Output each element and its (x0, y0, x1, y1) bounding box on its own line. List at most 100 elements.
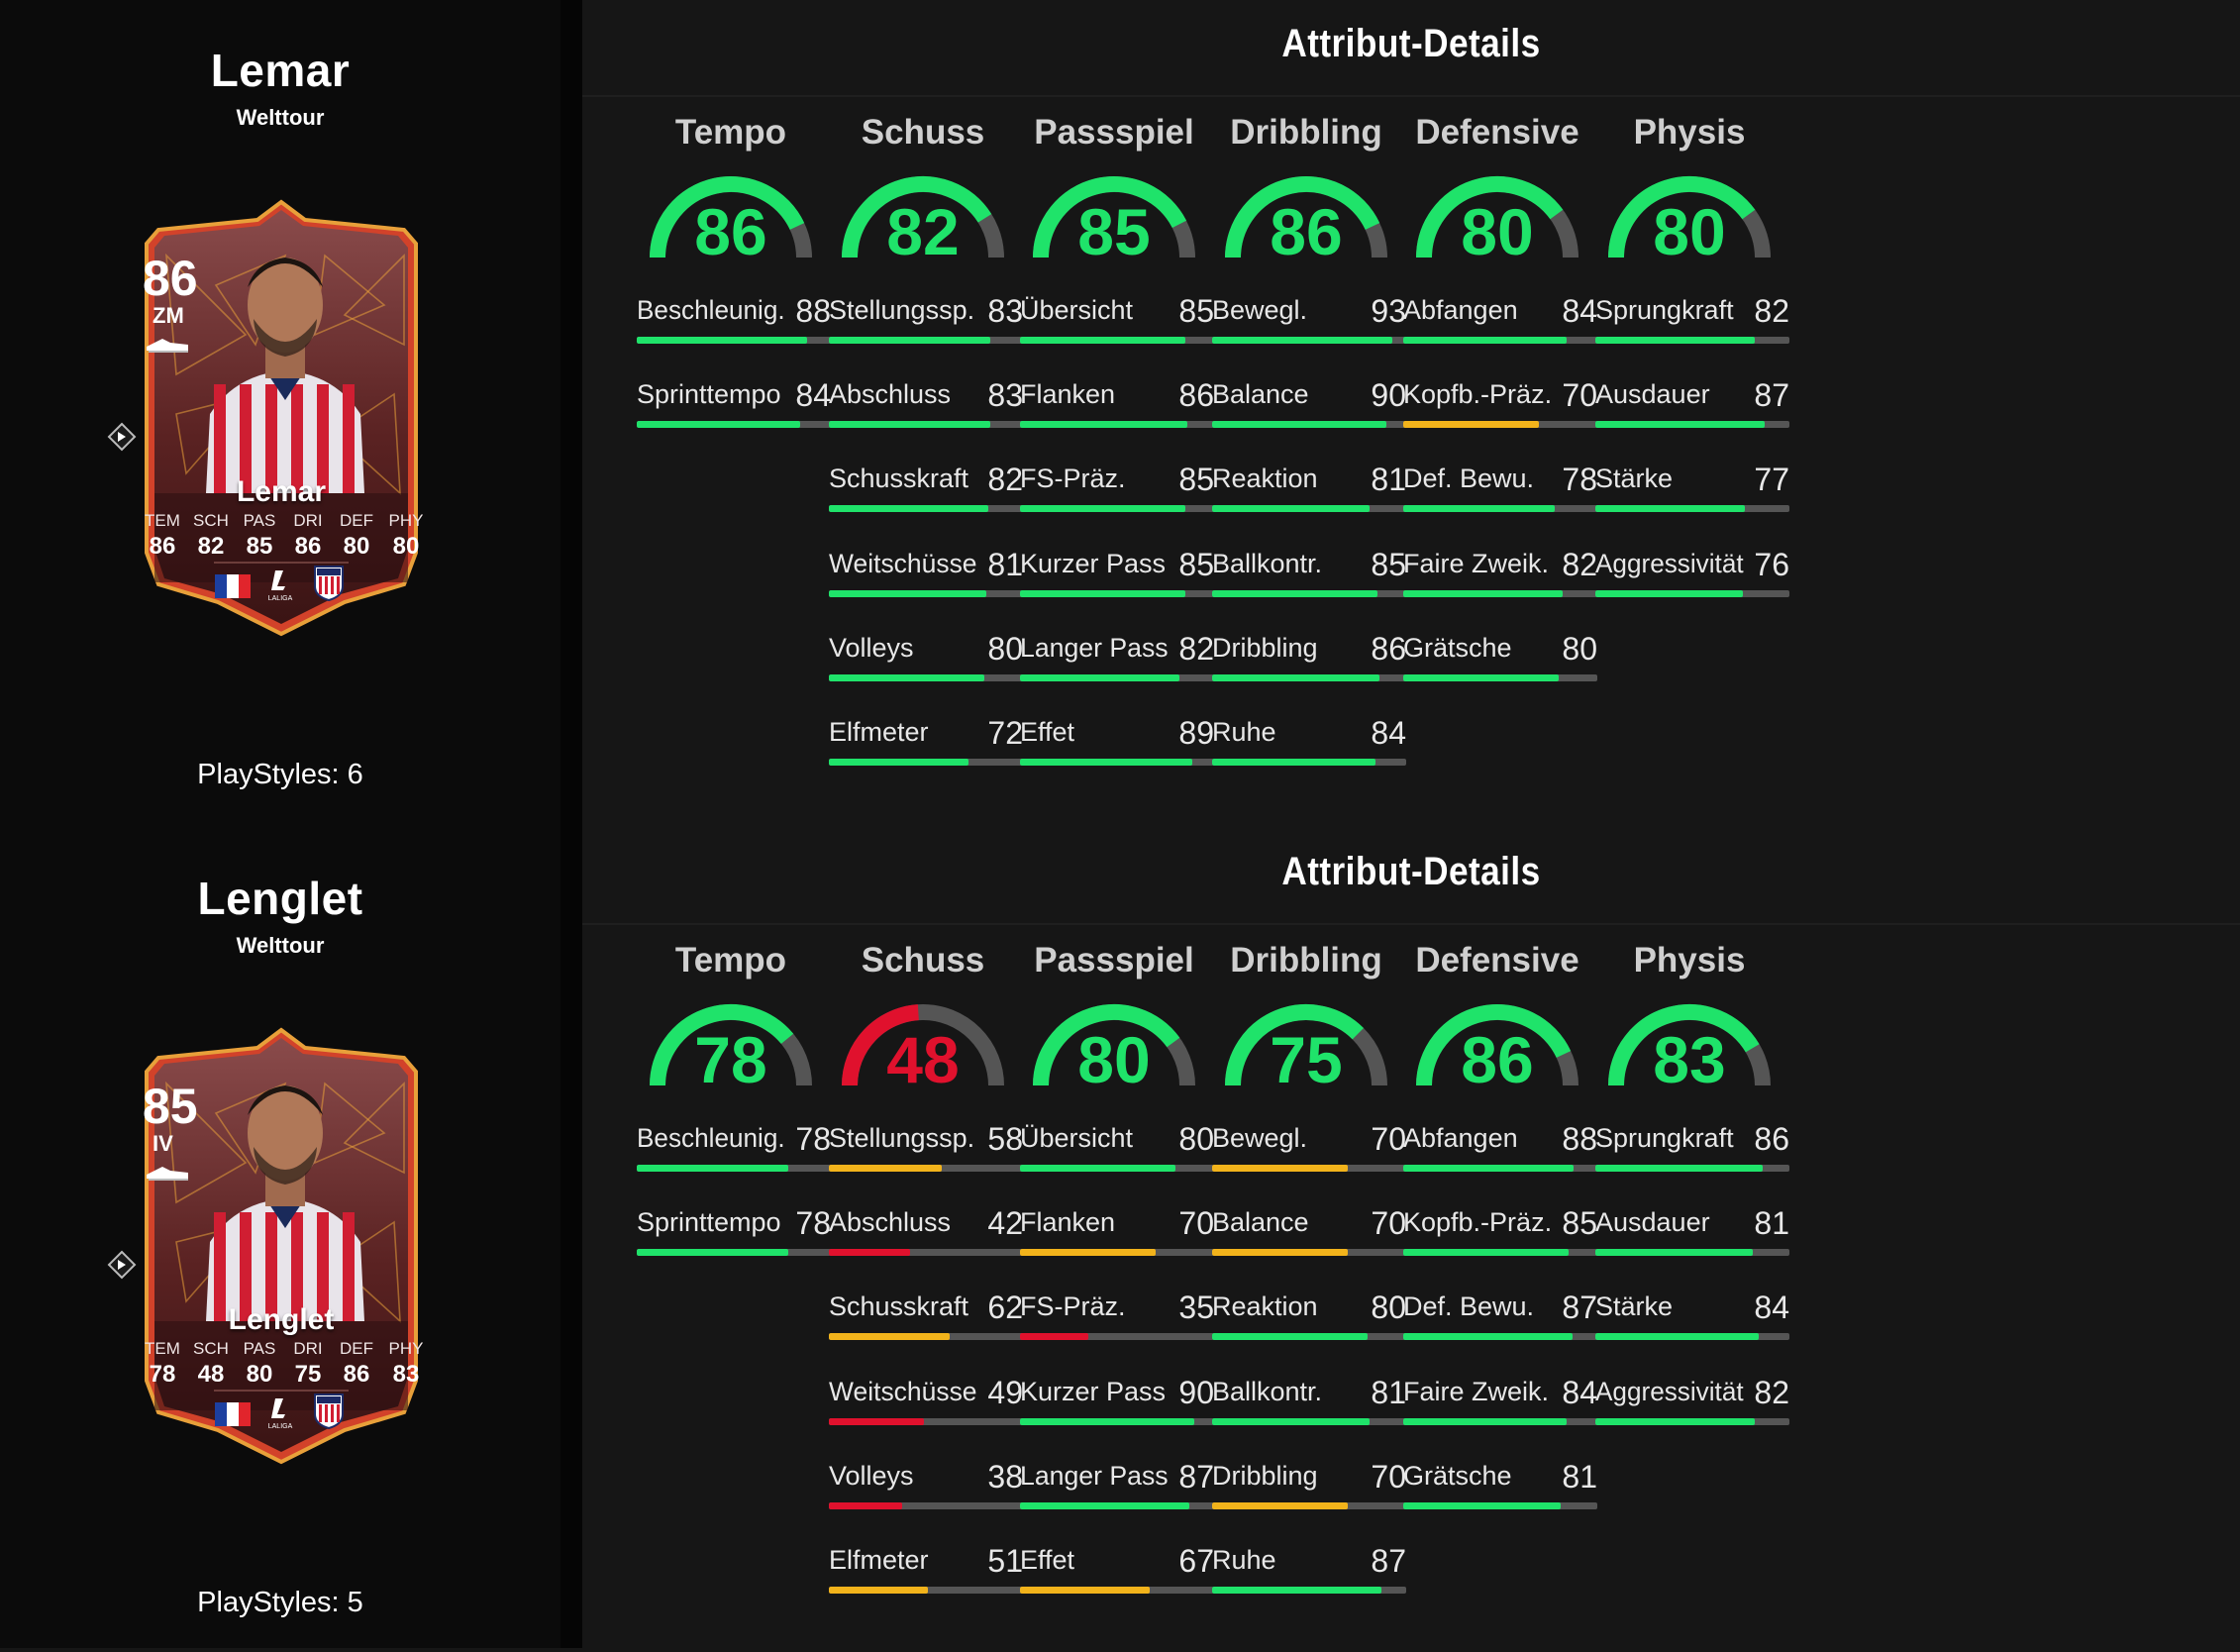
attribute-name: FS-Präz. (1020, 1291, 1126, 1322)
attribute-name: Def. Bewu. (1403, 1291, 1535, 1322)
attribute-bar-fill (1020, 1417, 1195, 1425)
attribute-bar-track (829, 759, 1023, 766)
gauge-arc (1033, 1004, 1195, 1086)
attribute-name: Grätsche (1403, 632, 1512, 663)
card-stat-label: DRI (293, 1339, 323, 1358)
attribute-value: 80 (1562, 630, 1597, 667)
attribute-row: Bewegl. 70 (1212, 1121, 1406, 1190)
attribute-name: Bewegl. (1212, 1123, 1308, 1153)
attribute-bar-track (829, 1501, 1023, 1509)
attribute-value: 87 (1178, 1458, 1214, 1495)
attribute-bar-track (1403, 1501, 1597, 1509)
attribute-bar-fill (1020, 1587, 1151, 1594)
attribute-name: Ausdauer (1595, 379, 1710, 410)
attribute-bar-track (1020, 421, 1214, 429)
attribute-bar-fill (1595, 1417, 1755, 1425)
attribute-bar-fill (1020, 589, 1185, 597)
attribute-name: Effet (1020, 717, 1075, 747)
category-title: Physis (1633, 941, 1746, 980)
attribute-bar-fill (1403, 673, 1559, 681)
card-stat-value: 86 (343, 1361, 370, 1388)
section-title: Attribut-Details (1281, 850, 1541, 893)
category-value: 82 (886, 195, 960, 268)
attribute-row: Langer Pass 87 (1020, 1459, 1214, 1528)
attribute-name: Langer Pass (1020, 1460, 1169, 1491)
attribute-name: Volleys (829, 1460, 914, 1491)
card-stat-label: SCH (193, 1339, 229, 1358)
attribute-name: Ballkontr. (1212, 1376, 1323, 1406)
attribute-row: Abfangen 88 (1403, 1121, 1597, 1190)
category-gauge: 80 (1410, 166, 1584, 268)
section-divider (582, 923, 2240, 925)
attribute-name: Faire Zweik. (1403, 548, 1550, 578)
attribute-name: Übersicht (1020, 1123, 1134, 1153)
attribute-bar-fill (1403, 1333, 1573, 1341)
card-rating: 85 (143, 1079, 198, 1134)
attribute-bar-track (829, 1417, 1023, 1425)
attribute-row: Kurzer Pass 90 (1020, 1375, 1214, 1444)
attribute-value: 82 (1754, 1374, 1789, 1410)
attribute-row: Sprinttempo 84 (637, 377, 831, 447)
category-title: Defensive (1415, 941, 1579, 980)
attribute-row: Bewegl. 93 (1212, 293, 1406, 362)
gauge-fill (650, 1004, 794, 1086)
category-title: Physis (1633, 113, 1746, 152)
card-stat-value: 80 (246, 1361, 273, 1388)
player-card[interactable]: 86 ZM Lemar TEM 86 SCH 82 PAS 85 DRI 86 DEF 80 PHY 80 L… (107, 196, 456, 642)
attribute-bar-track (1020, 1165, 1214, 1172)
attribute-name: Flanken (1020, 379, 1116, 410)
category-title: Passspiel (1034, 113, 1194, 152)
attribute-bar-track (1020, 1333, 1214, 1341)
category-value: 80 (1077, 1023, 1151, 1096)
attribute-name: Faire Zweik. (1403, 1376, 1550, 1406)
category-value: 83 (1653, 1023, 1726, 1096)
attribute-row: Reaktion 80 (1212, 1290, 1406, 1359)
player-subtitle: Welttour (236, 105, 325, 130)
playstyles-count: PlayStyles: 5 (197, 1587, 363, 1618)
attribute-row: Ruhe 84 (1212, 715, 1406, 784)
player-card[interactable]: 85 IV Lenglet TEM 78 SCH 48 PAS 80 DRI 75 DEF 86 PHY 8… (107, 1024, 456, 1470)
category-gauge: 86 (1410, 994, 1584, 1096)
card-stat: TEM 78 (141, 1339, 184, 1389)
attribute-value: 38 (987, 1458, 1023, 1495)
card-stat-label: TEM (145, 1339, 180, 1358)
category-value: 86 (694, 195, 767, 268)
attribute-value: 85 (1178, 546, 1214, 582)
attribute-bar-fill (1595, 589, 1743, 597)
attribute-bar-track (1020, 505, 1214, 513)
attribute-name: Sprinttempo (637, 1207, 781, 1238)
attribute-value: 87 (1562, 1290, 1597, 1326)
attribute-bar-fill (1403, 421, 1540, 429)
card-stat-label: DEF (340, 1339, 373, 1358)
attribute-bar-fill (1212, 1165, 1349, 1172)
card-stat-label: PAS (243, 1339, 276, 1358)
attribute-bar-fill (1595, 1333, 1759, 1341)
attribute-row: Flanken 70 (1020, 1205, 1214, 1275)
attribute-bar-fill (1020, 1501, 1189, 1509)
card-stat-label: PAS (243, 511, 276, 530)
attribute-value: 85 (1562, 1205, 1597, 1242)
attribute-row: Volleys 80 (829, 631, 1023, 700)
category-gauge: 85 (1027, 166, 1201, 268)
attribute-bar-fill (829, 1333, 950, 1341)
card-position: IV (153, 1131, 173, 1156)
attribute-bar-track (829, 337, 1023, 344)
gauge-fill (1608, 1004, 1760, 1086)
attribute-bar-fill (829, 337, 990, 344)
attribute-value: 80 (1178, 1121, 1214, 1157)
category-title: Dribbling (1230, 941, 1382, 980)
gauge-arc (842, 1004, 1004, 1086)
attribute-bar-fill (829, 1587, 928, 1594)
attribute-bar-track (1020, 589, 1214, 597)
attribute-row: Abfangen 84 (1403, 293, 1597, 362)
card-stat-value: 86 (149, 533, 176, 560)
attribute-value: 85 (1178, 293, 1214, 329)
attribute-value: 85 (1371, 546, 1406, 582)
attribute-value: 82 (1562, 546, 1597, 582)
attribute-row: Balance 70 (1212, 1205, 1406, 1275)
attribute-row: Ausdauer 81 (1595, 1205, 1789, 1275)
attribute-row: Elfmeter 51 (829, 1543, 1023, 1612)
card-stat-label: PHY (388, 1339, 424, 1358)
attribute-bar-fill (637, 1165, 788, 1172)
attribute-value: 87 (1371, 1543, 1406, 1579)
